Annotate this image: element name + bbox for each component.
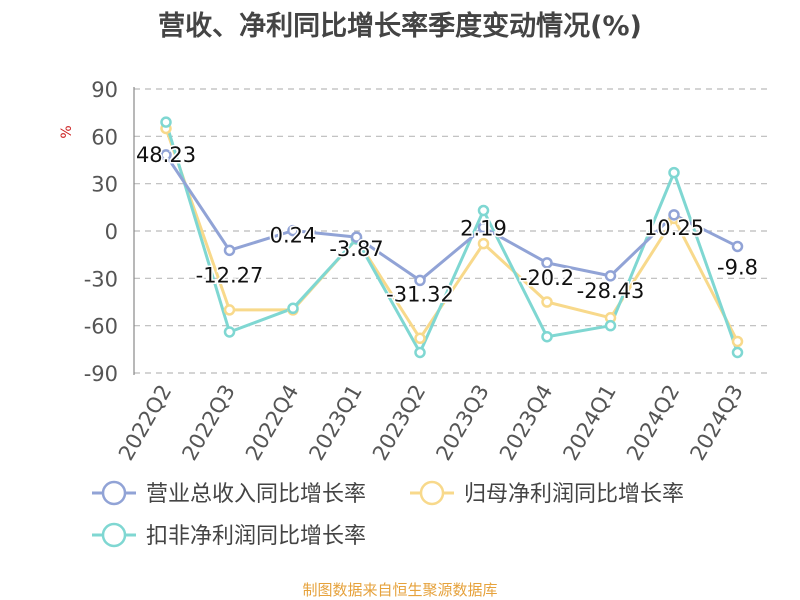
data-label: 48.23: [136, 143, 196, 167]
data-point: [541, 330, 553, 343]
data-label: -28.43: [577, 279, 645, 303]
series-line: [164, 121, 739, 354]
y-tick-label: -60: [84, 315, 118, 339]
data-label: 2.19: [460, 217, 507, 241]
data-label: 0.24: [270, 224, 317, 248]
data-point: [223, 244, 236, 257]
data-point: [668, 209, 680, 221]
data-point: [477, 221, 490, 234]
data-point: [414, 274, 426, 287]
x-tick-label: 2023Q3: [431, 381, 493, 465]
data-point: [414, 332, 426, 345]
legend-label: 扣非净利润同比增长率: [146, 524, 366, 549]
data-point: [731, 335, 744, 348]
legend-marker: [419, 480, 445, 506]
data-label: -12.27: [196, 263, 264, 287]
series-line: [164, 127, 739, 343]
y-axis-label: %: [59, 125, 75, 138]
data-point: [223, 326, 236, 338]
data-point: [160, 149, 172, 161]
data-label: -31.32: [386, 282, 454, 306]
data-point: [223, 304, 236, 316]
y-tick-label: 30: [91, 173, 118, 197]
data-point: [287, 224, 299, 237]
data-point: [287, 302, 299, 315]
x-tick-label: 2022Q2: [114, 381, 176, 465]
legend-marker: [101, 480, 127, 506]
x-tick-label: 2023Q2: [368, 381, 430, 465]
y-tick-label: -30: [84, 267, 118, 291]
legend-marker: [101, 522, 127, 548]
x-tick-label: 2024Q2: [622, 381, 684, 465]
source-note: 制图数据来自恒生聚源数据库: [302, 581, 498, 599]
series-line: [164, 154, 739, 282]
data-point: [604, 270, 617, 282]
data-point: [160, 116, 172, 128]
data-label: -20.2: [520, 266, 574, 290]
chart-title: 营收、净利同比增长率季度变动情况(%): [158, 11, 642, 42]
x-tick-label: 2023Q4: [495, 381, 557, 465]
data-point: [414, 346, 426, 359]
data-point: [477, 204, 490, 217]
data-point: [541, 296, 553, 308]
data-label: -3.87: [329, 237, 383, 261]
data-point: [350, 231, 363, 243]
x-tick-label: 2024Q1: [558, 381, 620, 465]
y-tick-label: 0: [105, 220, 118, 244]
data-label: -9.8: [717, 255, 758, 279]
legend-label: 营业总收入同比增长率: [146, 482, 366, 507]
x-tick-label: 2022Q4: [241, 381, 303, 465]
data-point: [731, 240, 744, 253]
y-tick-label: 90: [91, 78, 118, 102]
data-point: [541, 257, 553, 269]
data-point: [477, 237, 490, 250]
x-tick-label: 2022Q3: [177, 381, 239, 465]
legend-label: 归母净利润同比增长率: [464, 482, 684, 507]
data-point: [668, 166, 680, 179]
data-label: 10.25: [644, 216, 704, 240]
y-tick-label: -90: [84, 362, 118, 386]
data-point: [604, 319, 617, 332]
y-tick-label: 60: [91, 125, 118, 149]
x-tick-label: 2023Q1: [304, 381, 366, 465]
data-point: [731, 346, 744, 359]
x-tick-label: 2024Q3: [685, 381, 747, 465]
